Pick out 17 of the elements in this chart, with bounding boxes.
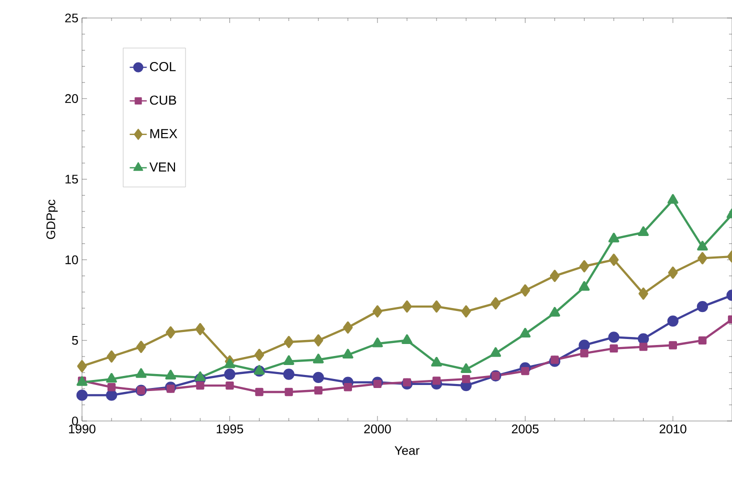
- x-tick-label: 2005: [512, 424, 539, 434]
- x-axis-title: Year: [394, 446, 420, 455]
- legend-label: COL: [150, 62, 176, 72]
- x-tick-label: 1990: [69, 424, 96, 434]
- legend-label: MEX: [150, 129, 178, 138]
- x-tick-label: 2000: [364, 424, 391, 434]
- y-tick-label: 5: [72, 336, 78, 345]
- y-tick-label: 0: [72, 416, 78, 426]
- legend-label: CUB: [150, 96, 176, 105]
- x-tick-label: 2010: [660, 424, 686, 434]
- x-tick-label: 1995: [216, 424, 244, 434]
- y-axis-title: GDPpc: [46, 200, 58, 240]
- y-tick-label: 20: [65, 94, 78, 104]
- y-tick-label: 25: [65, 14, 78, 22]
- y-tick-label: 10: [66, 255, 78, 264]
- legend-label: VEN: [149, 162, 176, 172]
- y-tick-label: 15: [66, 174, 78, 184]
